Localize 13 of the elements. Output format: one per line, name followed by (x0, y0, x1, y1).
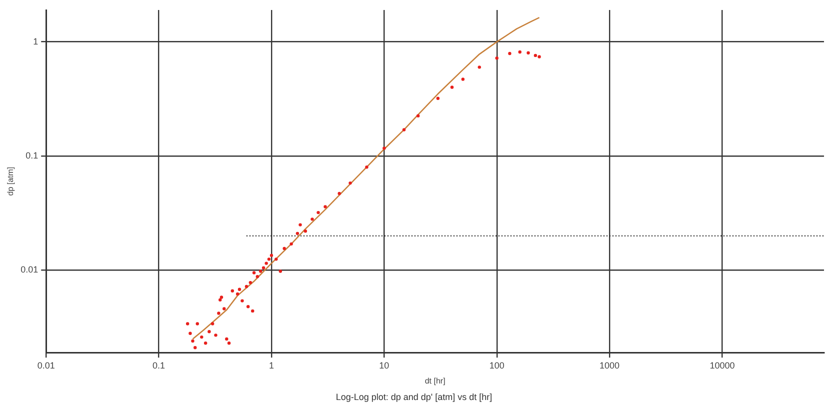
x-tick-label: 0.01 (37, 360, 55, 370)
x-tick-label: 1 (268, 360, 274, 370)
y-tick-label: 1 (33, 36, 38, 46)
x-tick-label: 1000 (600, 360, 620, 370)
y-axis-title: dp [atm] (6, 166, 16, 196)
y-tick-label: 0.01 (20, 264, 38, 275)
x-tick-label: 10 (379, 360, 390, 370)
x-tick-label: 0.1 (152, 360, 166, 370)
x-axis-title: dt [hr] (424, 376, 446, 386)
text: Log-Log plot: dp and dp' [atm] vs dt [hr] (334, 392, 494, 402)
y-tick-label: 0.1 (26, 150, 38, 161)
x-tick-label: 100 (489, 360, 504, 370)
x-tick-label: 10000 (710, 360, 735, 370)
